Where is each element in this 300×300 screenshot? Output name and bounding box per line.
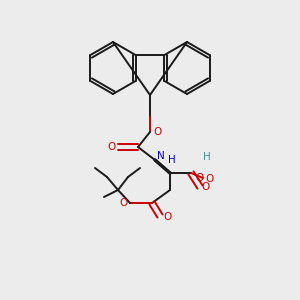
Text: O: O [195, 173, 203, 183]
Text: H: H [168, 155, 176, 165]
Text: H: H [203, 152, 211, 162]
Text: O: O [107, 142, 115, 152]
Text: O: O [153, 127, 161, 137]
Text: O: O [202, 182, 210, 192]
Text: N: N [157, 151, 165, 161]
Text: O: O [206, 174, 214, 184]
Text: O: O [163, 212, 171, 222]
Text: O: O [119, 198, 127, 208]
